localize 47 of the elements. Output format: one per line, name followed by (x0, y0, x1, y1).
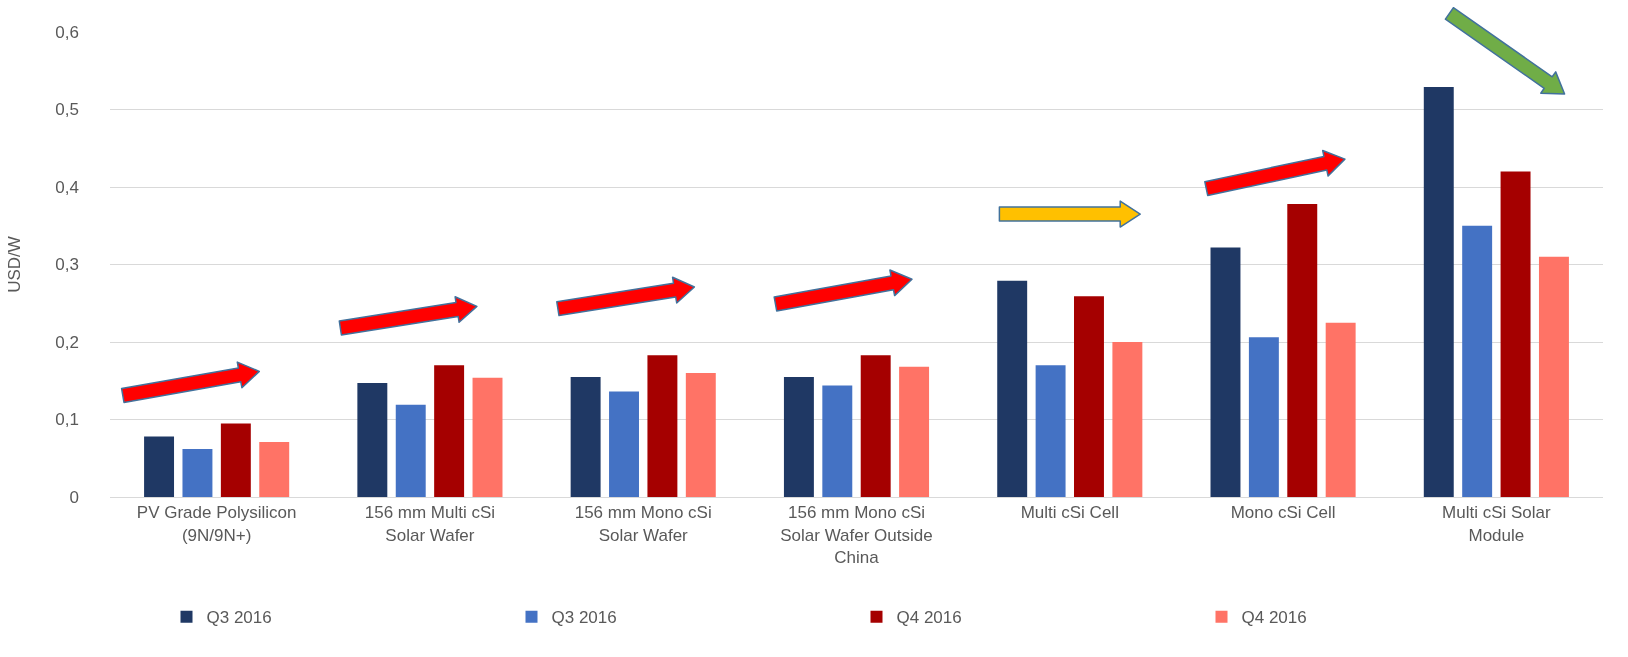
bar (1462, 225, 1493, 497)
x-tick-label: 156 mm Mono cSi Solar Wafer Outside China (780, 503, 933, 567)
bar (1287, 204, 1318, 497)
bar (434, 365, 465, 497)
legend-label: Q4 2016 (1241, 608, 1307, 628)
bar (1248, 337, 1279, 497)
bar (1500, 171, 1531, 497)
legend-label: Q4 2016 (896, 608, 962, 628)
bar (472, 377, 503, 497)
bar (783, 376, 814, 497)
legend-label: Q3 2016 (206, 608, 272, 628)
y-tick-label: 0,1 (55, 410, 79, 430)
bar (570, 376, 601, 497)
legend-label: Q3 2016 (551, 608, 617, 628)
y-tick-label: 0,6 (55, 22, 79, 42)
bar (144, 436, 175, 497)
y-tick-label: 0 (69, 487, 79, 507)
x-tick-label: PV Grade Polysilicon (9N/9N+) (136, 503, 297, 545)
y-tick-label: 0,2 (55, 332, 79, 352)
bar (1035, 365, 1066, 497)
bar (1112, 342, 1143, 497)
x-tick-label: Multi cSi Solar Module (1442, 503, 1552, 545)
y-axis-title: USD/W (4, 236, 24, 293)
bar (997, 280, 1028, 497)
y-tick-label: 0,4 (55, 177, 79, 197)
bar (647, 355, 678, 497)
bar (395, 404, 426, 497)
y-tick-label: 0,5 (55, 100, 79, 120)
bar (822, 385, 853, 497)
bar (259, 441, 290, 497)
bar (860, 355, 891, 497)
bar (1210, 247, 1241, 497)
bar (220, 423, 251, 497)
bar (1538, 256, 1569, 497)
y-tick-label: 0,3 (55, 255, 79, 275)
bar (1074, 296, 1104, 497)
x-tick-label: 156 mm Multi cSi Solar Wafer (364, 503, 496, 545)
bar (1423, 87, 1454, 497)
bar (899, 366, 930, 497)
x-tick-label: Multi cSi Cell (1020, 503, 1119, 523)
bar (357, 383, 388, 497)
x-tick-label: Mono cSi Cell (1230, 503, 1336, 523)
bar (1325, 322, 1356, 497)
x-tick-label: 156 mm Mono cSi Solar Wafer (574, 503, 712, 545)
bar (182, 448, 213, 497)
bar (609, 391, 639, 497)
bar (685, 373, 716, 497)
